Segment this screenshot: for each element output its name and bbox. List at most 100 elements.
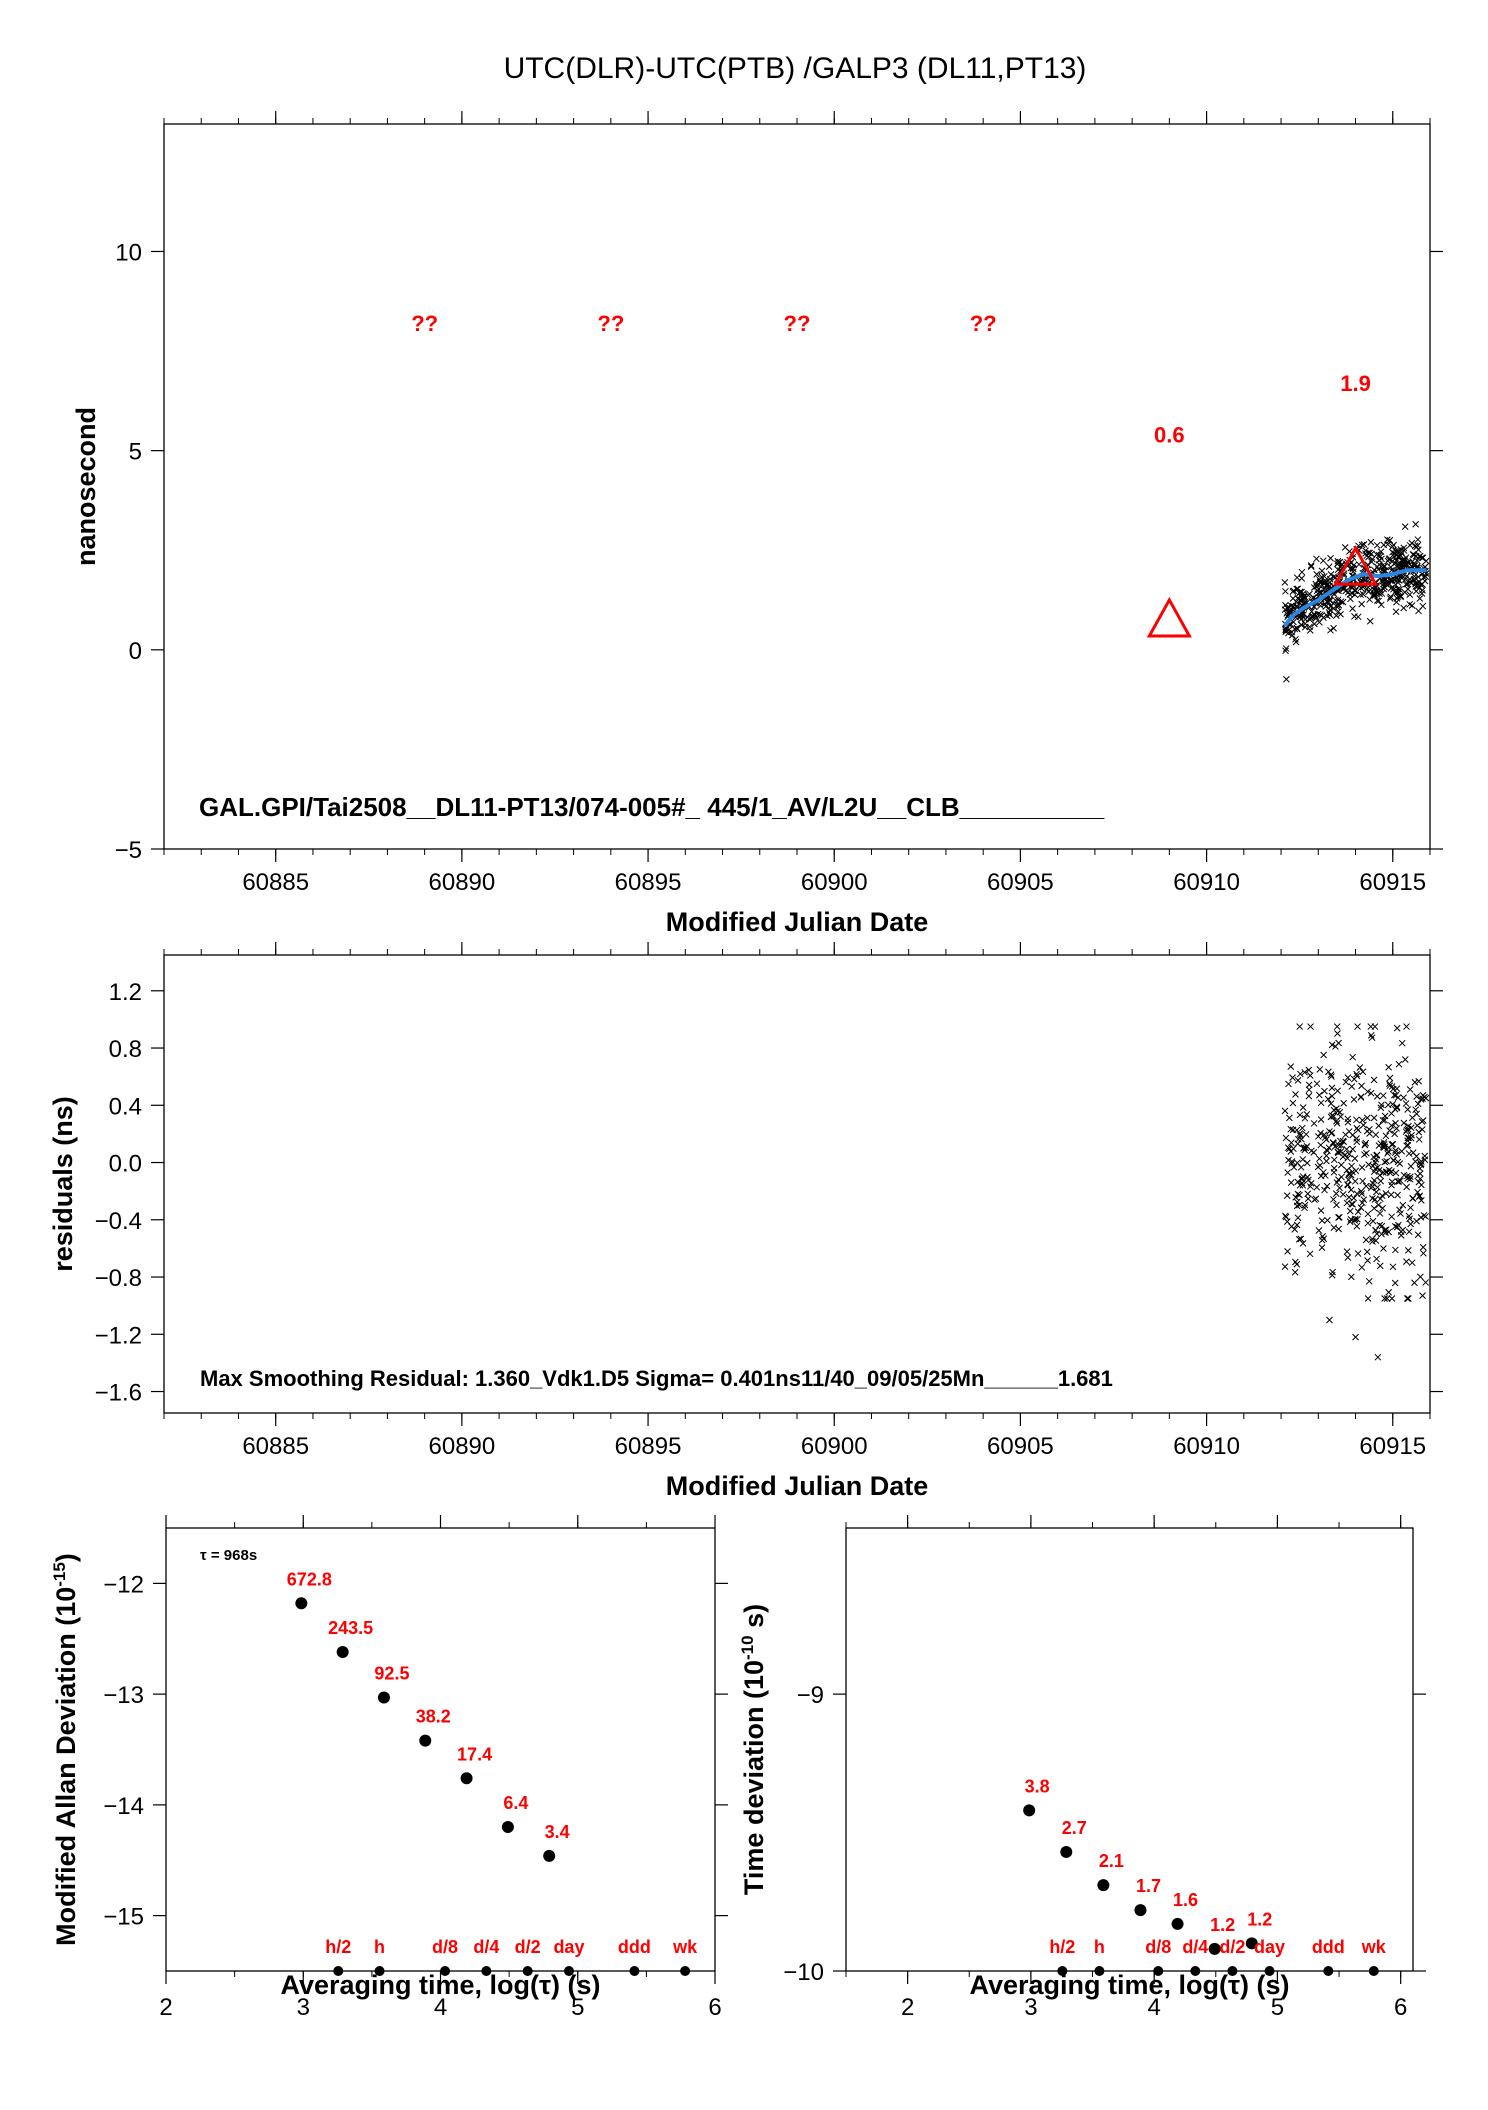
residual-point	[1351, 1177, 1359, 1185]
data-point	[1392, 608, 1400, 616]
data-point	[1407, 579, 1415, 587]
x-tick-label: 3	[297, 1994, 310, 2021]
residual-point	[1340, 1138, 1347, 1146]
residual-point	[1296, 1181, 1304, 1189]
residual-point	[1337, 1142, 1345, 1149]
residual-point	[1369, 1217, 1377, 1225]
x-tick-label: 4	[1147, 1994, 1160, 2021]
residual-point	[1348, 1200, 1355, 1208]
residual-point	[1397, 1177, 1404, 1185]
residual-point	[1383, 1295, 1391, 1302]
y-axis-title: nanosecond	[71, 407, 101, 566]
data-point	[1384, 536, 1391, 544]
residual-point	[1328, 1084, 1336, 1092]
residual-point	[1318, 1217, 1326, 1224]
data-point	[1394, 585, 1402, 593]
data-point	[1416, 584, 1423, 592]
residual-point	[1398, 1039, 1406, 1047]
residual-point	[1296, 1130, 1304, 1137]
data-point	[1387, 563, 1395, 571]
data-point	[1401, 523, 1409, 530]
residual-point	[1327, 1071, 1335, 1079]
residual-point	[1406, 1175, 1414, 1183]
residual-point	[1317, 1116, 1325, 1123]
residual-point	[1415, 1178, 1423, 1186]
data-point	[1321, 577, 1329, 584]
data-point	[1330, 624, 1337, 632]
residual-point	[1390, 1091, 1398, 1099]
data-point	[1394, 547, 1402, 555]
residual-point	[1314, 1133, 1322, 1140]
residual-point	[1372, 1131, 1380, 1139]
residual-point	[1363, 1149, 1370, 1157]
residual-point	[1388, 1295, 1396, 1302]
x-tick-label: 60915	[1359, 869, 1426, 896]
residual-point	[1408, 1131, 1415, 1139]
x-tick-label: 4	[434, 1994, 447, 2021]
marker-dot	[1227, 1966, 1238, 1976]
residual-point	[1282, 1212, 1289, 1220]
marker-label: d/2	[515, 1937, 541, 1957]
point-label: 3.8	[1025, 1776, 1050, 1796]
x-tick-label: 60905	[987, 869, 1054, 896]
residual-point	[1393, 1151, 1401, 1158]
x-tick-label: 60900	[801, 1433, 868, 1460]
residual-point	[1348, 1083, 1356, 1090]
residual-point	[1345, 1193, 1353, 1201]
data-point	[543, 1849, 556, 1862]
residual-point	[1343, 1199, 1351, 1207]
data-point	[1370, 591, 1378, 599]
residual-point	[1328, 1112, 1336, 1119]
residual-point	[1299, 1181, 1307, 1189]
residual-point	[1354, 1023, 1361, 1030]
residual-point	[1335, 1141, 1343, 1149]
residual-point	[1303, 1159, 1311, 1167]
residual-point	[1405, 1228, 1413, 1236]
residual-point	[1330, 1224, 1338, 1231]
residual-point	[1392, 1119, 1399, 1127]
data-point	[1404, 558, 1412, 566]
residual-point	[1337, 1148, 1344, 1156]
data-point	[501, 1821, 514, 1834]
data-point	[1289, 595, 1297, 602]
data-point	[1387, 593, 1394, 601]
daily-mean-triangle	[1332, 545, 1379, 586]
residual-point	[1339, 1153, 1347, 1161]
residual-point	[1391, 1130, 1398, 1138]
data-point	[1365, 553, 1372, 561]
residual-point	[1412, 1106, 1420, 1114]
residual-point	[1357, 1204, 1365, 1212]
data-point	[1315, 576, 1323, 583]
residual-point	[1301, 1204, 1308, 1212]
x-tick-label: 60910	[1173, 869, 1240, 896]
residual-point	[1370, 1153, 1377, 1161]
data-point	[1316, 618, 1323, 626]
y-tick-label: −12	[103, 1571, 144, 1598]
residual-point	[1281, 1107, 1289, 1115]
residual-point	[1333, 1119, 1341, 1127]
residual-point	[1370, 1076, 1378, 1084]
x-tick-label: 3	[1024, 1994, 1037, 2021]
residual-point	[1295, 1201, 1303, 1209]
residual-point	[1420, 1212, 1428, 1219]
y-tick-label: 0.8	[109, 1036, 142, 1063]
x-axis-title: Averaging time, log(τ) (s)	[280, 1970, 600, 2000]
y-tick-label: −0.8	[95, 1265, 142, 1292]
residual-point	[1385, 1144, 1393, 1152]
residual-point	[1360, 1151, 1368, 1158]
residual-point	[1340, 1099, 1348, 1107]
marker-label: d/2	[1219, 1937, 1245, 1957]
residual-point	[1289, 1126, 1297, 1134]
data-point	[1375, 597, 1383, 605]
residual-point	[1379, 1092, 1387, 1099]
residual-point	[1345, 1150, 1353, 1158]
residual-point	[1403, 1258, 1410, 1265]
residual-point	[1330, 1196, 1337, 1203]
residual-point	[1349, 1131, 1356, 1139]
daily-label: ??	[970, 311, 997, 336]
data-point	[1332, 596, 1339, 604]
residual-point	[1385, 1288, 1393, 1296]
x-tick-label: 60895	[615, 1433, 682, 1460]
data-point	[1386, 595, 1394, 602]
residual-point	[1359, 1068, 1367, 1076]
